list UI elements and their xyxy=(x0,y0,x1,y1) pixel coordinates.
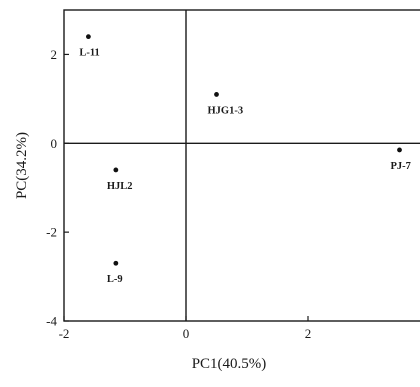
plot-frame xyxy=(63,9,420,322)
axis-ticks: -2024-4-202 xyxy=(46,47,312,341)
y-tick-label: -2 xyxy=(46,225,57,240)
y-tick-label: 0 xyxy=(51,136,58,151)
x-tick-label: 0 xyxy=(183,326,190,341)
data-point-label: L-11 xyxy=(79,48,99,59)
y-tick-label: -4 xyxy=(46,314,57,329)
y-tick-label: 2 xyxy=(51,47,58,62)
data-points: L-11 HJG1-3 PJ-7 HJL2 L-9 xyxy=(79,34,411,285)
x-tick-label: -2 xyxy=(59,326,70,341)
y-axis-title: PC(34.2%) xyxy=(14,132,30,199)
data-point xyxy=(113,167,119,173)
x-axis-title: PC1(40.5%) xyxy=(192,356,267,372)
data-point xyxy=(86,34,91,40)
data-point-label: HJL2 xyxy=(107,181,133,192)
data-point xyxy=(397,147,402,153)
data-point xyxy=(214,92,219,97)
data-point-label: PJ-7 xyxy=(391,161,411,172)
data-point xyxy=(113,260,119,266)
data-point-label: L-9 xyxy=(107,274,123,285)
data-point-label: HJG1-3 xyxy=(208,105,244,116)
x-tick-label: 2 xyxy=(305,326,312,341)
